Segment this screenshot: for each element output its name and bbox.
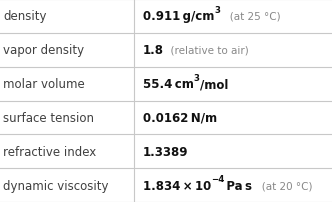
Text: refractive index: refractive index — [3, 145, 97, 158]
Text: density: density — [3, 10, 47, 23]
Text: 55.4 cm: 55.4 cm — [143, 78, 194, 91]
Text: 1.8: 1.8 — [143, 44, 164, 57]
Text: 1.3389: 1.3389 — [143, 145, 188, 158]
Text: 1.834 × 10: 1.834 × 10 — [143, 179, 211, 192]
Text: 0.911 g/cm: 0.911 g/cm — [143, 10, 214, 23]
Text: 3: 3 — [194, 73, 200, 82]
Text: (at 25 °C): (at 25 °C) — [220, 12, 281, 22]
Text: −4: −4 — [211, 174, 224, 183]
Text: 3: 3 — [214, 6, 220, 15]
Text: (relative to air): (relative to air) — [164, 45, 249, 56]
Text: surface tension: surface tension — [3, 111, 94, 124]
Text: Pa s: Pa s — [224, 179, 252, 192]
Text: (at 20 °C): (at 20 °C) — [252, 180, 313, 190]
Text: /mol: /mol — [200, 78, 228, 91]
Text: molar volume: molar volume — [3, 78, 85, 91]
Text: dynamic viscosity: dynamic viscosity — [3, 179, 109, 192]
Text: 0.0162 N/m: 0.0162 N/m — [143, 111, 217, 124]
Text: vapor density: vapor density — [3, 44, 84, 57]
